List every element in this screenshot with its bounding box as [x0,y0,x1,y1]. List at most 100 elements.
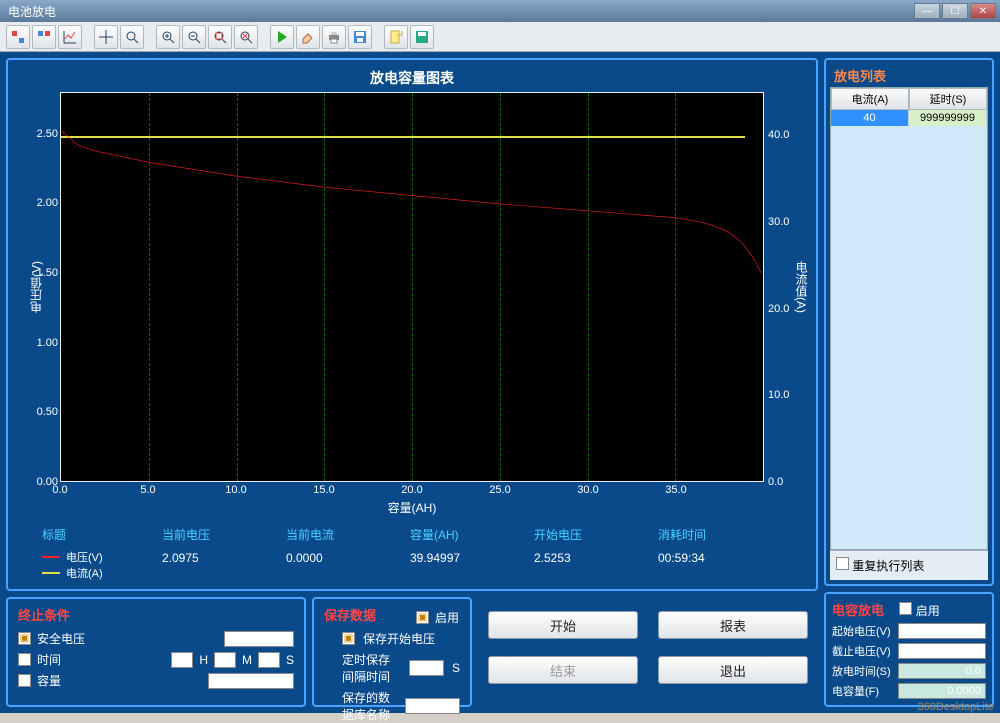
main-area: 放电容量图表 电压值(V) 电流值(A) 0.010.020.030.040.0… [0,52,1000,713]
save-interval-label: 定时保存间隔时间 [342,651,401,685]
time-s-field[interactable]: 0 [258,652,280,668]
discharge-table: 电流(A) 延时(S) 40 999999999 [830,87,988,550]
zoom-fit-icon[interactable] [208,25,232,49]
col-current[interactable]: 电流(A) [831,88,909,110]
stat-block: 容量(AH)39.94997 [410,526,534,581]
capacitor-row: 放电时间(S)0.0 [832,663,986,679]
stats-row: 标题 电压(V)电流(A) 当前电压2.0975当前电流0.0000容量(AH)… [12,516,812,585]
terminate-panel: 终止条件 ▣ 安全电压 1.5000 V 时间 0 H 0 M [6,597,306,707]
left-column: 放电容量图表 电压值(V) 电流值(A) 0.010.020.030.040.0… [6,58,818,707]
plot-row: 电压值(V) 电流值(A) 0.010.020.030.040.0 0.000.… [12,92,812,482]
list-title: 放电列表 [830,64,988,87]
print-icon[interactable] [322,25,346,49]
tool-2-icon[interactable] [32,25,56,49]
capacity-checkbox[interactable] [18,674,31,687]
stat-block: 消耗时间00:59:34 [658,526,782,581]
time-m-field[interactable]: 0 [214,652,236,668]
chart-title: 放电容量图表 [12,64,812,92]
y-axis-right: 电流值(A) 0.010.020.030.040.0 [764,92,812,482]
tool-3-icon[interactable] [58,25,82,49]
capacitor-row: 电容量(F)0.0000 [832,683,986,699]
bottom-row: 终止条件 ▣ 安全电压 1.5000 V 时间 0 H 0 M [6,597,818,707]
tool-1-icon[interactable] [6,25,30,49]
save-dbname-row: 保存的数据库名称 Sample1 [342,689,460,723]
window-title: 电池放电 [4,3,914,20]
save-start-voltage-checkbox[interactable]: ▣ [342,632,355,645]
x-axis: 容量(AH) 0.05.010.015.020.025.030.035.0 [60,482,764,516]
capacitor-field[interactable]: 20.0000 [898,643,986,659]
time-checkbox[interactable] [18,653,31,666]
repeat-checkbox[interactable] [836,557,849,570]
statusbar: 360DesktopLite [918,701,994,713]
minimize-button[interactable]: — [914,3,940,19]
crosshair-icon[interactable] [94,25,118,49]
capacitor-field: 0.0 [898,663,986,679]
zoom-region-icon[interactable] [120,25,144,49]
window-buttons: — ☐ ✕ [914,3,996,19]
action-buttons: 开始 报表 结束 退出 [478,597,818,707]
terminate-safe-voltage-row: ▣ 安全电压 1.5000 V [18,630,294,647]
y-left-ticks: 0.000.501.001.502.002.50 [40,92,60,482]
repeat-label: 重复执行列表 [852,559,924,573]
terminate-time-row: 时间 0 H 0 M 0 S [18,651,294,668]
save-disk-icon[interactable] [410,25,434,49]
repeat-row: 重复执行列表 [830,550,988,580]
y-right-label: 电流值(A) [793,261,810,313]
save-dbname-field[interactable]: Sample1 [405,698,460,714]
exit-button[interactable]: 退出 [658,656,808,684]
close-button[interactable]: ✕ [970,3,996,19]
legend-item: 电流(A) [42,565,152,581]
chart-panel: 放电容量图表 电压值(V) 电流值(A) 0.010.020.030.040.0… [6,58,818,591]
plot-area[interactable] [60,92,764,482]
end-button[interactable]: 结束 [488,656,638,684]
export-icon[interactable] [384,25,408,49]
time-h-field[interactable]: 0 [171,652,193,668]
safe-voltage-checkbox[interactable]: ▣ [18,632,31,645]
save-icon[interactable] [348,25,372,49]
save-enable-checkbox[interactable]: ▣ [416,611,429,624]
save-interval-row: 定时保存间隔时间 1 S [342,651,460,685]
capacitor-row: 起始电压(V)45.0000 [832,623,986,639]
erase-icon[interactable] [296,25,320,49]
save-title: 保存数据 [324,605,376,624]
discharge-list-panel: 放电列表 电流(A) 延时(S) 40 999999999 重复执行列表 [824,58,994,586]
app-window: 电池放电 — ☐ ✕ 放电容量图表 [0,0,1000,713]
save-enable-label: 启用 [435,609,459,626]
maximize-button[interactable]: ☐ [942,3,968,19]
save-start-voltage-label: 保存开始电压 [363,630,435,647]
right-column: 放电列表 电流(A) 延时(S) 40 999999999 重复执行列表 [824,58,994,707]
terminate-title: 终止条件 [18,605,294,624]
terminate-capacity-row: 容量 0.00000 AH [18,672,294,689]
stat-block: 开始电压2.5253 [534,526,658,581]
legend-item: 电压(V) [42,549,152,565]
start-button[interactable]: 开始 [488,611,638,639]
stat-block: 当前电压2.0975 [162,526,286,581]
x-axis-row: 容量(AH) 0.05.010.015.020.025.030.035.0 [12,482,812,516]
capacitor-row: 截止电压(V)20.0000 [832,643,986,659]
toolbar [0,22,1000,52]
table-header: 电流(A) 延时(S) [831,88,987,110]
report-button[interactable]: 报表 [658,611,808,639]
col-delay[interactable]: 延时(S) [909,88,987,110]
save-interval-field[interactable]: 1 [409,660,444,676]
save-start-voltage-row: ▣ 保存开始电压 [342,630,460,647]
capacitor-enable-label: 启用 [916,604,940,618]
safe-voltage-label: 安全电压 [37,630,85,647]
x-axis-label: 容量(AH) [388,499,437,516]
save-panel: 保存数据 ▣ 启用 ▣ 保存开始电压 定时保存间隔时间 1 S [312,597,472,707]
zoom-out-icon[interactable] [182,25,206,49]
zoom-reset-icon[interactable] [234,25,258,49]
play-icon[interactable] [270,25,294,49]
capacitor-field[interactable]: 45.0000 [898,623,986,639]
capacitor-title: 电容放电 [832,600,884,619]
capacitor-enable-checkbox[interactable] [899,602,912,615]
capacity-field[interactable]: 0.00000 AH [208,673,294,689]
time-label: 时间 [37,651,61,668]
stat-block: 当前电流0.0000 [286,526,410,581]
cell-current: 40 [831,110,909,126]
titlebar: 电池放电 — ☐ ✕ [0,0,1000,22]
capacitor-field: 0.0000 [898,683,986,699]
safe-voltage-field[interactable]: 1.5000 V [224,631,294,647]
zoom-in-icon[interactable] [156,25,180,49]
table-row[interactable]: 40 999999999 [831,110,987,126]
